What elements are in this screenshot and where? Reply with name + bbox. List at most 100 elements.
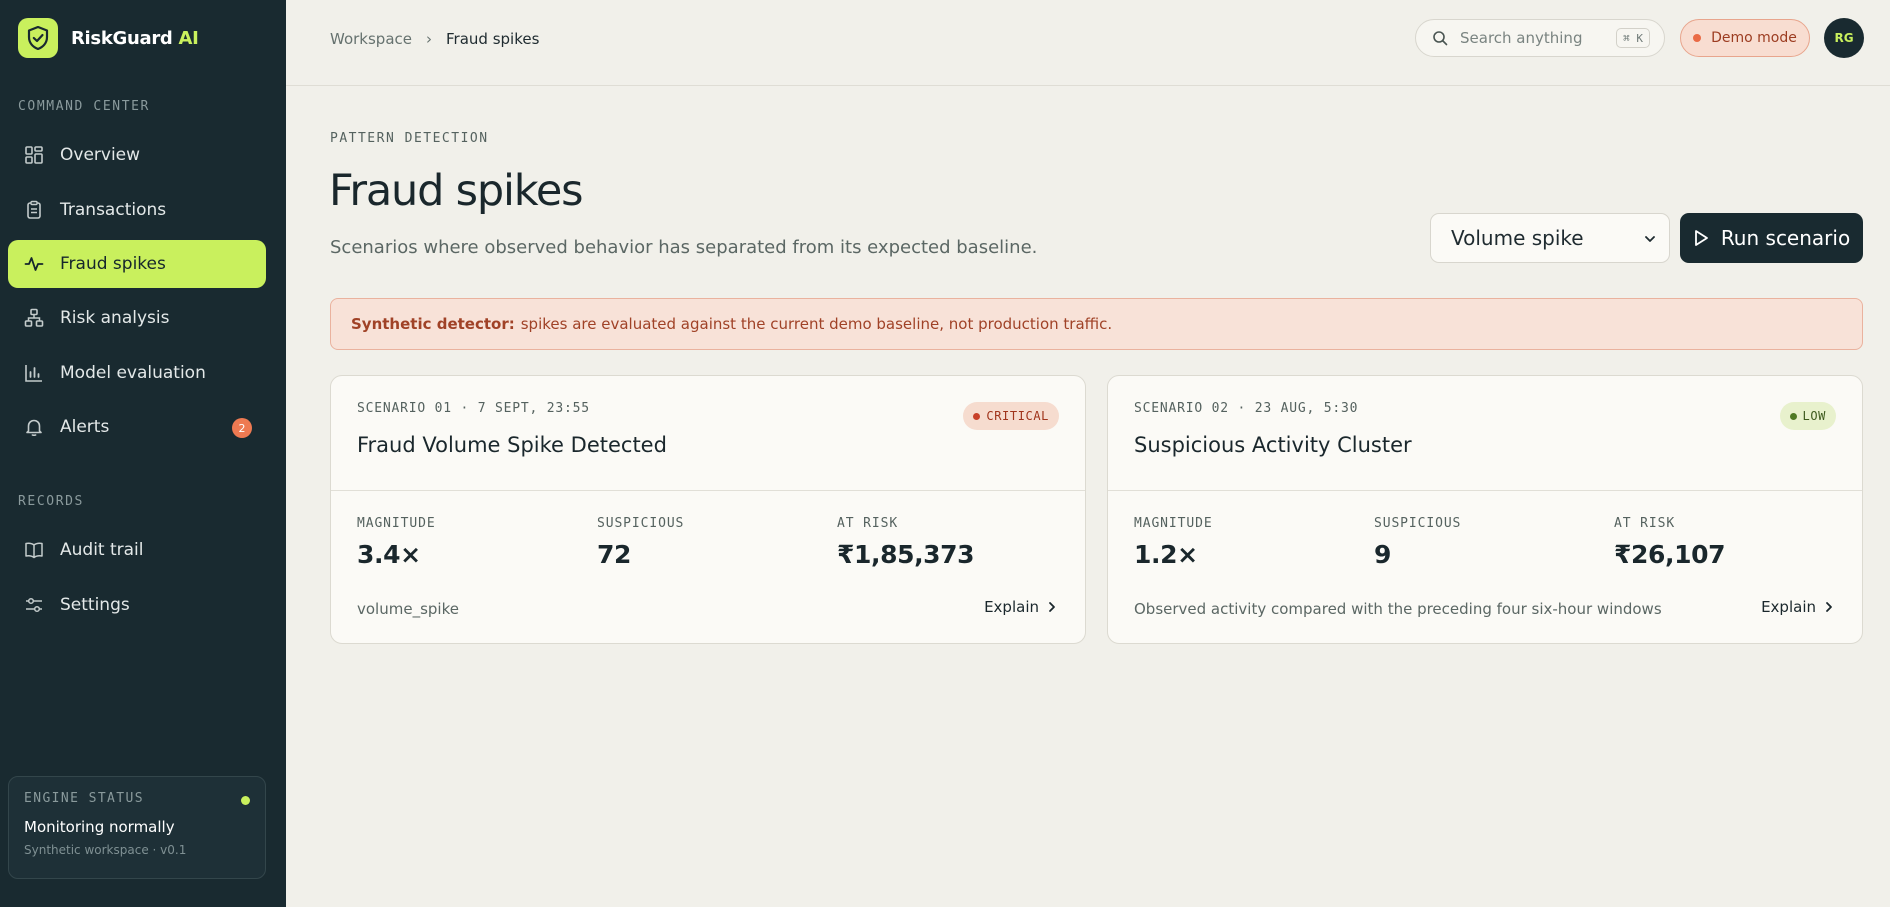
page-subtitle: Scenarios where observed behavior has se… [330,237,1038,258]
scenario-card: SCENARIO 02 · 23 AUG, 5:30 LOW Suspiciou… [1107,375,1863,644]
engine-status-sub: Synthetic workspace · v0.1 [24,843,187,857]
sidebar-item-fraud-spikes[interactable]: Fraud spikes [8,240,266,288]
scenario-title: Fraud Volume Spike Detected [357,433,667,457]
brand-accent: AI [178,27,199,49]
severity-dot [1789,412,1797,420]
bell-icon [26,419,42,436]
brand-name: RiskGuard AI [71,28,199,49]
metric-suspicious: SUSPICIOUS 72 [597,516,684,569]
card-divider [331,490,1085,491]
alerts-count-badge: 2 [232,418,252,438]
sidebar-item-label: Overview [60,145,141,165]
sidebar: RiskGuard AI COMMAND CENTER Overview Tra… [0,0,286,907]
metric-value: 3.4× [357,540,421,569]
scenario-footer: volume_spike [357,600,459,618]
shortcut-hint: ⌘ K [1616,28,1650,48]
metric-label: AT RISK [837,516,899,531]
scenario-meta: SCENARIO 01 · 7 SEPT, 23:55 [357,401,590,416]
explain-label: Explain [984,598,1039,616]
sidebar-item-settings[interactable]: Settings [8,581,266,629]
topbar: Workspace › Fraud spikes Search anything… [286,0,1890,86]
metric-value: 9 [1374,540,1391,569]
demo-mode-badge[interactable]: Demo mode [1680,19,1810,57]
alert-text: spikes are evaluated against the current… [520,315,1113,333]
severity-dot [973,412,981,420]
severity-badge: CRITICAL [963,402,1059,430]
search-placeholder: Search anything [1460,29,1583,47]
metric-at-risk: AT RISK ₹1,85,373 [837,516,975,569]
grid-icon [25,146,43,164]
activity-icon [24,257,44,271]
explain-label: Explain [1761,598,1816,616]
sidebar-item-label: Risk analysis [60,308,170,328]
scenario-footer: Observed activity compared with the prec… [1134,600,1662,618]
metric-magnitude: MAGNITUDE 3.4× [357,516,436,569]
synthetic-detector-alert: Synthetic detector: spikes are evaluated… [330,298,1863,350]
network-icon [24,308,44,327]
page-eyebrow: PATTERN DETECTION [330,131,489,146]
engine-status-title: ENGINE STATUS [24,791,144,806]
book-open-icon [25,542,43,559]
metric-magnitude: MAGNITUDE 1.2× [1134,516,1213,569]
bar-chart-icon [25,365,42,382]
sidebar-item-overview[interactable]: Overview [8,131,266,179]
card-divider [1108,490,1862,491]
engine-status-text: Monitoring normally [24,818,175,836]
run-scenario-button[interactable]: Run scenario [1680,213,1863,263]
scenario-title: Suspicious Activity Cluster [1134,433,1412,457]
sidebar-item-audit-trail[interactable]: Audit trail [8,526,266,574]
severity-badge: LOW [1779,402,1836,430]
scenario-select[interactable]: Volume spike [1430,213,1670,263]
brand[interactable]: RiskGuard AI [18,18,199,58]
search-icon [1433,31,1448,46]
sidebar-item-label: Model evaluation [60,363,206,383]
metric-label: AT RISK [1614,516,1676,531]
metric-value: ₹26,107 [1614,540,1726,569]
explain-button[interactable]: Explain [984,598,1057,616]
sidebar-item-alerts[interactable]: Alerts 2 [8,403,266,451]
severity-label: CRITICAL [986,409,1049,423]
shield-check-icon [18,18,58,58]
metric-label: MAGNITUDE [357,516,436,531]
sidebar-item-risk-analysis[interactable]: Risk analysis [8,294,266,342]
breadcrumb-current: Fraud spikes [446,30,540,48]
sidebar-item-model-evaluation[interactable]: Model evaluation [8,349,266,397]
metric-value: 1.2× [1134,540,1198,569]
chevron-right-icon [1826,602,1832,612]
status-dot [241,796,250,805]
avatar[interactable]: RG [1824,18,1864,58]
sidebar-item-transactions[interactable]: Transactions [8,186,266,234]
sidebar-item-label: Fraud spikes [60,254,166,274]
sidebar-item-label: Audit trail [60,540,144,560]
severity-label: LOW [1802,409,1826,423]
section-title-command-center: COMMAND CENTER [18,99,150,114]
play-icon [1694,230,1708,246]
brand-name-text: RiskGuard [71,27,173,49]
explain-button[interactable]: Explain [1761,598,1834,616]
section-title-records: RECORDS [18,494,84,509]
metric-label: SUSPICIOUS [1374,516,1462,531]
metric-value: 72 [597,540,631,569]
search-input[interactable]: Search anything ⌘ K [1415,19,1665,57]
metric-suspicious: SUSPICIOUS 9 [1374,516,1461,569]
demo-mode-label: Demo mode [1711,30,1797,46]
demo-dot [1693,34,1702,42]
metric-at-risk: AT RISK ₹26,107 [1614,516,1725,569]
scenario-meta: SCENARIO 02 · 23 AUG, 5:30 [1134,401,1359,416]
metric-label: SUSPICIOUS [597,516,685,531]
engine-status-panel: ENGINE STATUS Monitoring normally Synthe… [8,776,266,879]
alert-strong: Synthetic detector: [351,315,515,333]
chevron-right-icon [1049,602,1055,612]
page-title: Fraud spikes [329,166,584,216]
scenario-select-value: Volume spike [1451,226,1584,250]
chevron-down-icon [1645,236,1655,242]
metric-label: MAGNITUDE [1134,516,1213,531]
sidebar-item-label: Transactions [60,200,167,220]
sliders-icon [26,597,42,613]
sidebar-item-label: Alerts [60,417,110,437]
breadcrumb: Workspace › Fraud spikes [330,30,539,48]
breadcrumb-workspace[interactable]: Workspace [330,30,412,48]
run-scenario-label: Run scenario [1720,226,1851,250]
scenario-card: SCENARIO 01 · 7 SEPT, 23:55 CRITICAL Fra… [330,375,1086,644]
chevron-right-icon: › [426,30,432,48]
